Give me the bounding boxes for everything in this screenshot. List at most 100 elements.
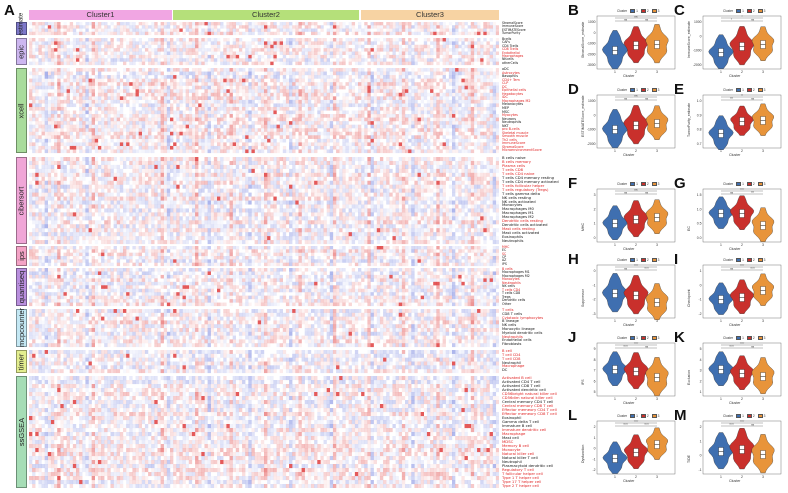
heat-cell — [480, 106, 484, 111]
heat-cell — [213, 138, 218, 143]
heat-cell — [426, 110, 431, 115]
heat-cell — [254, 44, 258, 49]
heat-cell — [248, 128, 252, 132]
heat-cell — [157, 121, 161, 125]
heat-cell — [267, 89, 271, 93]
heat-cell — [392, 121, 396, 125]
heat-cell — [367, 96, 371, 100]
heat-cell — [289, 160, 293, 165]
heat-cell — [492, 128, 497, 132]
heat-cell — [464, 51, 468, 55]
heat-cell — [473, 89, 478, 93]
heat-cell — [229, 142, 233, 147]
heat-cell — [38, 61, 42, 66]
heat-cell — [32, 78, 36, 83]
heat-cell — [129, 61, 133, 66]
heat-cell — [69, 121, 74, 125]
heat-cell — [477, 135, 481, 139]
heat-cell — [173, 75, 177, 79]
heat-cell — [85, 157, 89, 162]
heat-cell — [458, 164, 462, 169]
heat-cell — [464, 82, 468, 86]
heat-cell — [495, 145, 499, 150]
heat-cell — [173, 58, 177, 62]
heat-cell — [85, 58, 89, 62]
heat-cell — [223, 149, 227, 154]
heat-cell — [467, 128, 471, 132]
heat-cell — [295, 48, 299, 52]
heat-cell — [229, 58, 233, 62]
heat-cell — [72, 135, 77, 139]
heat-cell — [229, 61, 233, 66]
heat-cell — [417, 157, 421, 162]
heat-cell — [148, 135, 152, 139]
heat-cell — [191, 38, 196, 42]
heat-cell — [138, 71, 142, 76]
heat-cell — [398, 160, 403, 165]
heat-cell — [170, 89, 174, 93]
heat-cell — [54, 160, 58, 165]
heat-cell — [179, 61, 183, 66]
heat-cell — [473, 92, 478, 97]
heat-cell — [148, 149, 152, 154]
heat-cell — [492, 75, 497, 79]
heat-cell — [198, 138, 202, 143]
heat-cell — [123, 145, 127, 150]
heat-cell — [213, 31, 218, 36]
heat-cell — [104, 31, 108, 36]
heat-cell — [492, 58, 497, 62]
heat-cell — [467, 68, 471, 72]
heat-cell — [35, 142, 39, 147]
heat-cell — [439, 121, 443, 125]
heat-cell — [323, 121, 327, 125]
heat-cell — [66, 99, 70, 104]
heat-cell — [97, 164, 102, 169]
heat-cell — [160, 85, 164, 90]
heat-cell — [298, 68, 302, 72]
heat-cell — [38, 58, 42, 62]
heat-cell — [235, 145, 240, 150]
heat-cell — [467, 48, 471, 52]
heat-cell — [188, 135, 193, 139]
heat-cell — [151, 164, 155, 169]
heat-cell — [420, 71, 424, 76]
group-block-cibersort — [16, 157, 27, 244]
heat-cell — [401, 164, 406, 169]
heat-cell — [495, 75, 499, 79]
heat-cell — [279, 131, 283, 136]
heat-cell — [467, 75, 471, 79]
heat-cell — [94, 106, 99, 111]
heat-cell — [251, 75, 255, 79]
heat-cell — [477, 51, 481, 55]
heat-cell — [123, 92, 127, 97]
heat-cell — [470, 106, 475, 111]
heat-cell — [373, 92, 377, 97]
heat-cell — [345, 92, 349, 97]
heat-cell — [348, 128, 352, 132]
heat-cell — [201, 145, 205, 150]
heat-cell — [273, 124, 277, 129]
heat-cell — [166, 110, 171, 115]
heat-cell — [173, 51, 177, 55]
heat-cell — [60, 138, 64, 143]
heat-cell — [430, 149, 434, 154]
heat-cell — [138, 96, 142, 100]
heat-cell — [304, 92, 309, 97]
heat-cell — [480, 28, 484, 32]
heat-cell — [452, 25, 456, 29]
heat-cell — [392, 142, 396, 147]
heat-cell — [401, 157, 406, 162]
heat-cell — [298, 25, 302, 29]
heat-cell — [57, 41, 61, 45]
heat-cell — [289, 41, 293, 45]
heat-cell — [267, 85, 271, 90]
heat-cell — [119, 44, 124, 49]
heat-cell — [126, 78, 130, 83]
heat-cell — [345, 31, 349, 36]
heat-cell — [285, 149, 290, 154]
heat-cell — [91, 121, 95, 125]
heat-cell — [332, 71, 337, 76]
heat-cell — [185, 131, 189, 136]
heat-cell — [60, 75, 64, 79]
heat-cell — [317, 106, 321, 111]
